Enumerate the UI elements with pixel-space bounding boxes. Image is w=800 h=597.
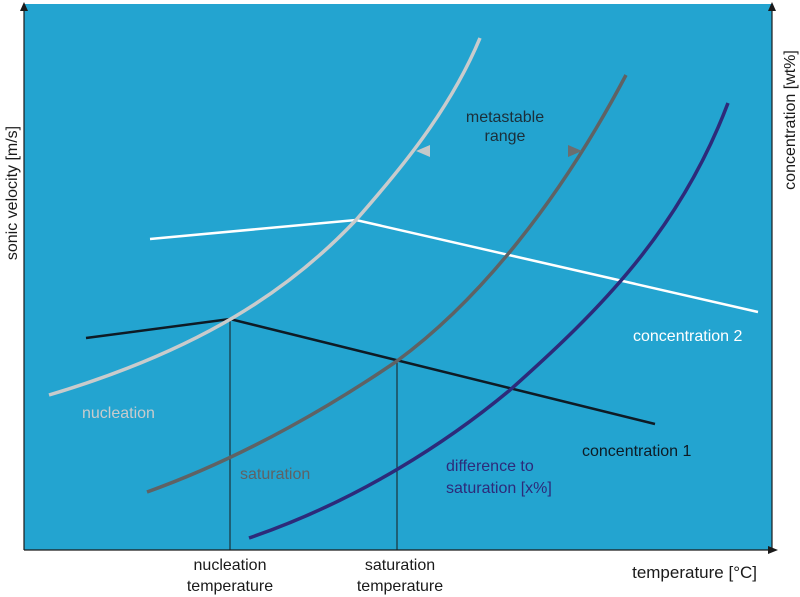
saturation-temperature-label-line2: temperature [357, 578, 443, 595]
plot-background [24, 4, 772, 550]
saturation-curve [146, 74, 628, 494]
concentration-1-label: concentration 1 [582, 443, 692, 460]
nucleation-curve [48, 37, 482, 397]
arrow-right-head-icon [568, 145, 582, 157]
difference-curve [248, 102, 730, 540]
difference-label-line1: difference to [446, 458, 534, 475]
difference-label-line2: saturation [x%] [446, 480, 552, 497]
saturation-temperature-label-line1: saturation [365, 557, 435, 574]
right-y-axis-label: concentration [wt%] [782, 50, 799, 190]
left-y-axis-label: sonic velocity [m/s] [4, 126, 21, 260]
arrow-left-head-icon [416, 145, 430, 157]
saturation-curve-label: saturation [240, 466, 310, 483]
right-axis-arrow-icon [768, 2, 776, 11]
metastable-label-line2: range [485, 128, 526, 145]
nucleation-temperature-label-line2: temperature [187, 578, 273, 595]
left-axis-arrow-icon [20, 2, 28, 11]
nucleation-curve-label: nucleation [82, 405, 155, 422]
nucleation-temperature-label-line1: nucleation [194, 557, 267, 574]
metastable-label-line1: metastable [466, 109, 544, 126]
bottom-axis-arrow-icon [768, 546, 778, 554]
x-axis-label: temperature [°C] [632, 563, 757, 582]
concentration-2-label: concentration 2 [633, 328, 743, 345]
